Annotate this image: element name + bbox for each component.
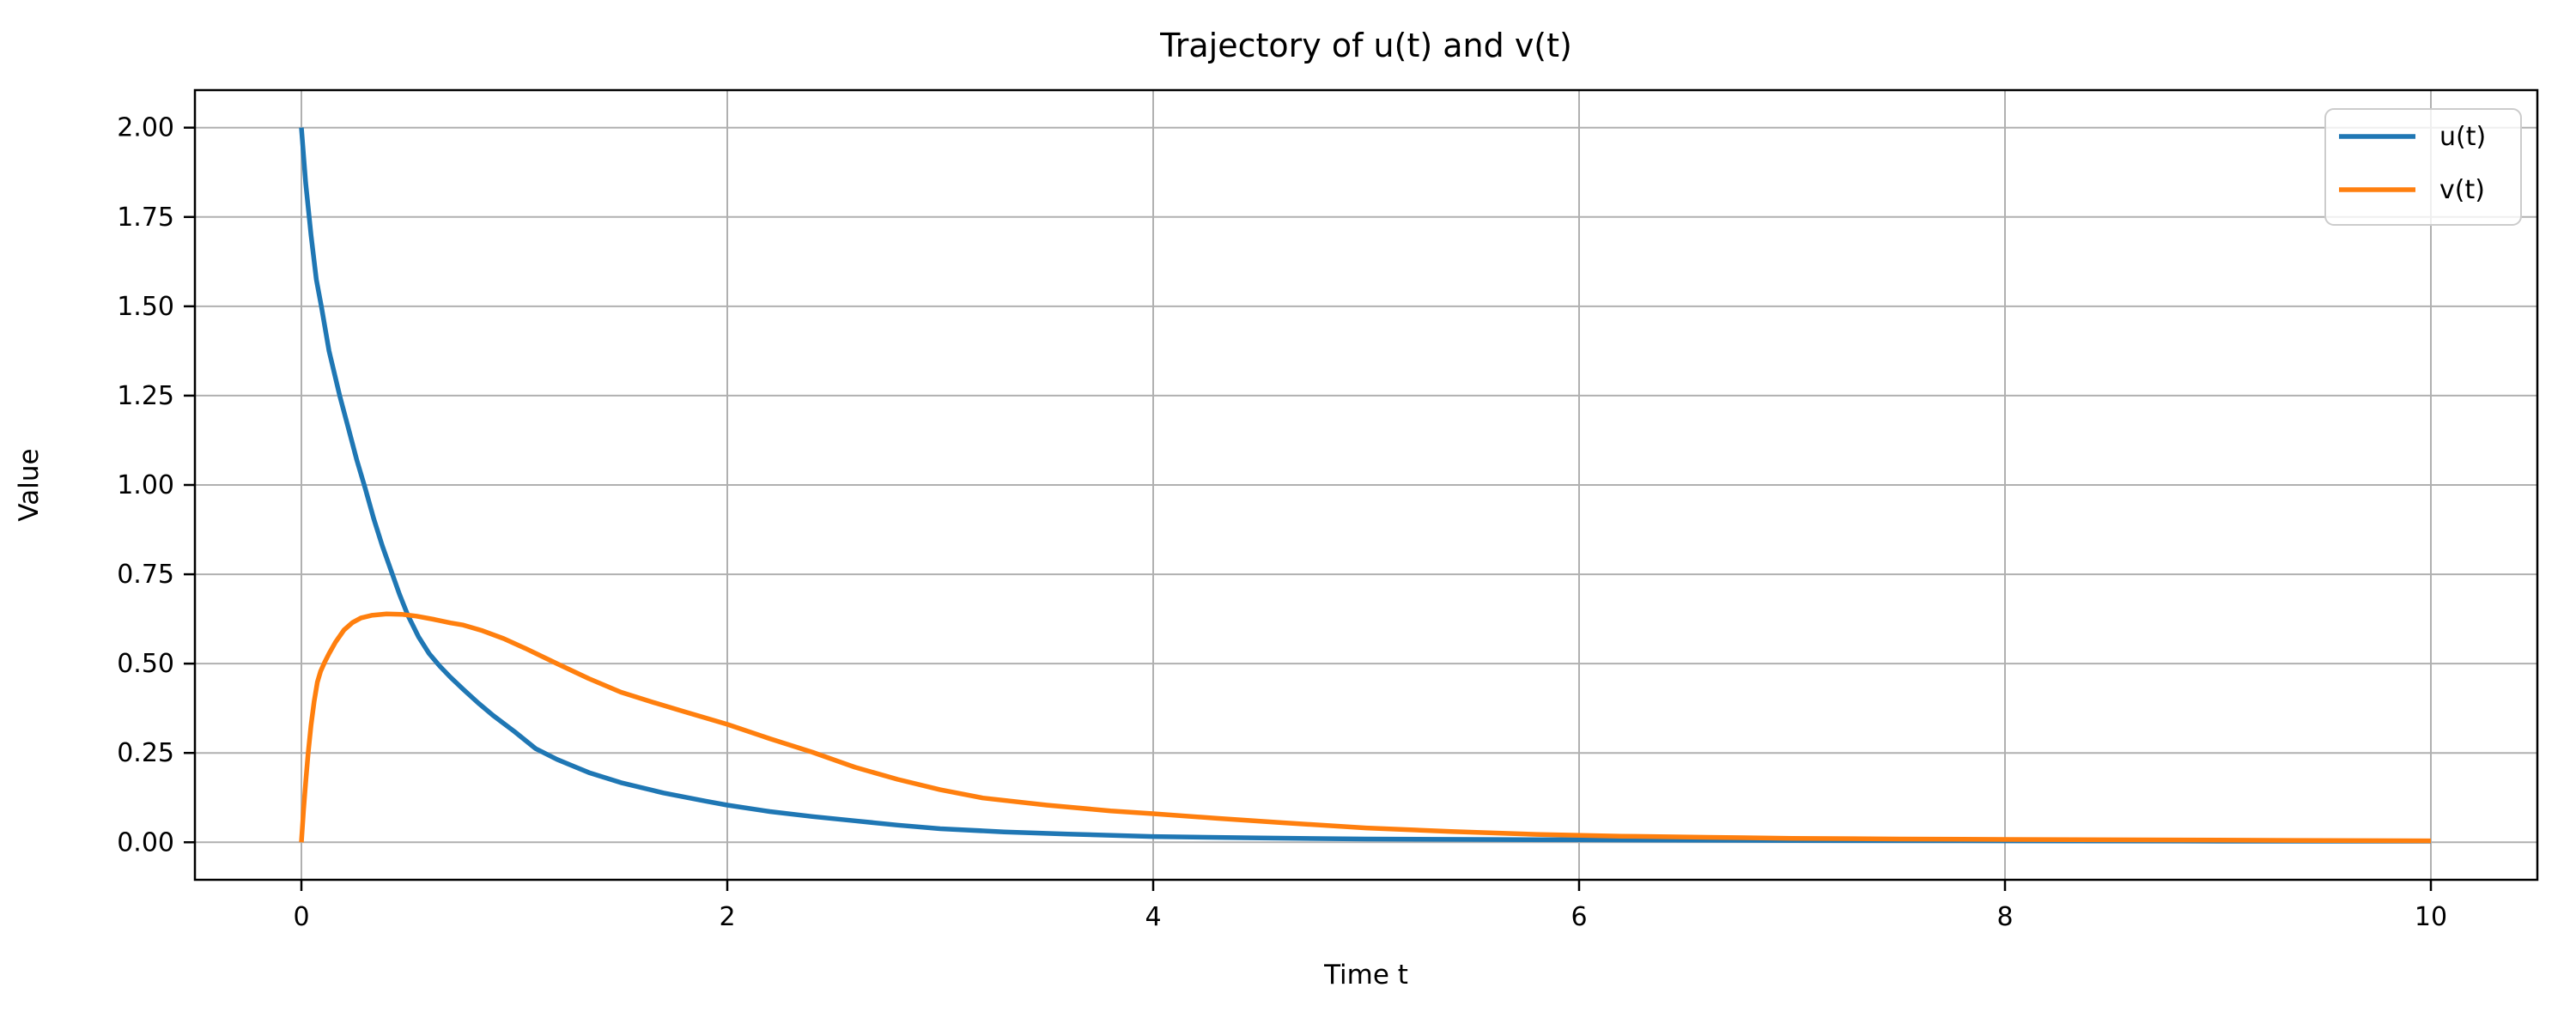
- legend-label: u(t): [2439, 122, 2486, 152]
- x-tick-label: 10: [2415, 902, 2447, 932]
- y-tick-label: 1.75: [117, 203, 174, 233]
- legend-box: [2324, 108, 2522, 226]
- y-tick-label: 0.50: [117, 649, 174, 679]
- data-layer: [299, 127, 2432, 844]
- x-tick-label: 0: [293, 902, 309, 932]
- x-tick-label: 8: [1996, 902, 2013, 932]
- x-tick-label: 6: [1571, 902, 1587, 932]
- y-tick-label: 0.75: [117, 560, 174, 590]
- y-tick-label: 2.00: [117, 113, 174, 143]
- y-axis-label: Value: [14, 448, 45, 521]
- series-line-1: [299, 611, 2432, 844]
- axis-layer: 0 2 4 6 8 10 0.00 0.25 0.50 0.75 1.00 1.25 1.50 1.75 2…: [117, 88, 2539, 932]
- x-tick-label: 2: [719, 902, 735, 932]
- legend: u(t) v(t): [2324, 108, 2522, 226]
- y-tick-label: 1.25: [117, 381, 174, 411]
- legend-label: v(t): [2439, 175, 2485, 205]
- chart-title: Trajectory of u(t) and v(t): [1159, 27, 1572, 64]
- grid-layer: [195, 90, 2537, 880]
- y-tick-label: 0.00: [117, 827, 174, 857]
- x-axis-label: Time t: [1323, 960, 1408, 991]
- y-tick-label: 0.25: [117, 738, 174, 768]
- x-tick-label: 4: [1145, 902, 1161, 932]
- y-tick-label: 1.00: [117, 470, 174, 500]
- y-tick-label: 1.50: [117, 292, 174, 322]
- series-line-0: [299, 127, 2431, 844]
